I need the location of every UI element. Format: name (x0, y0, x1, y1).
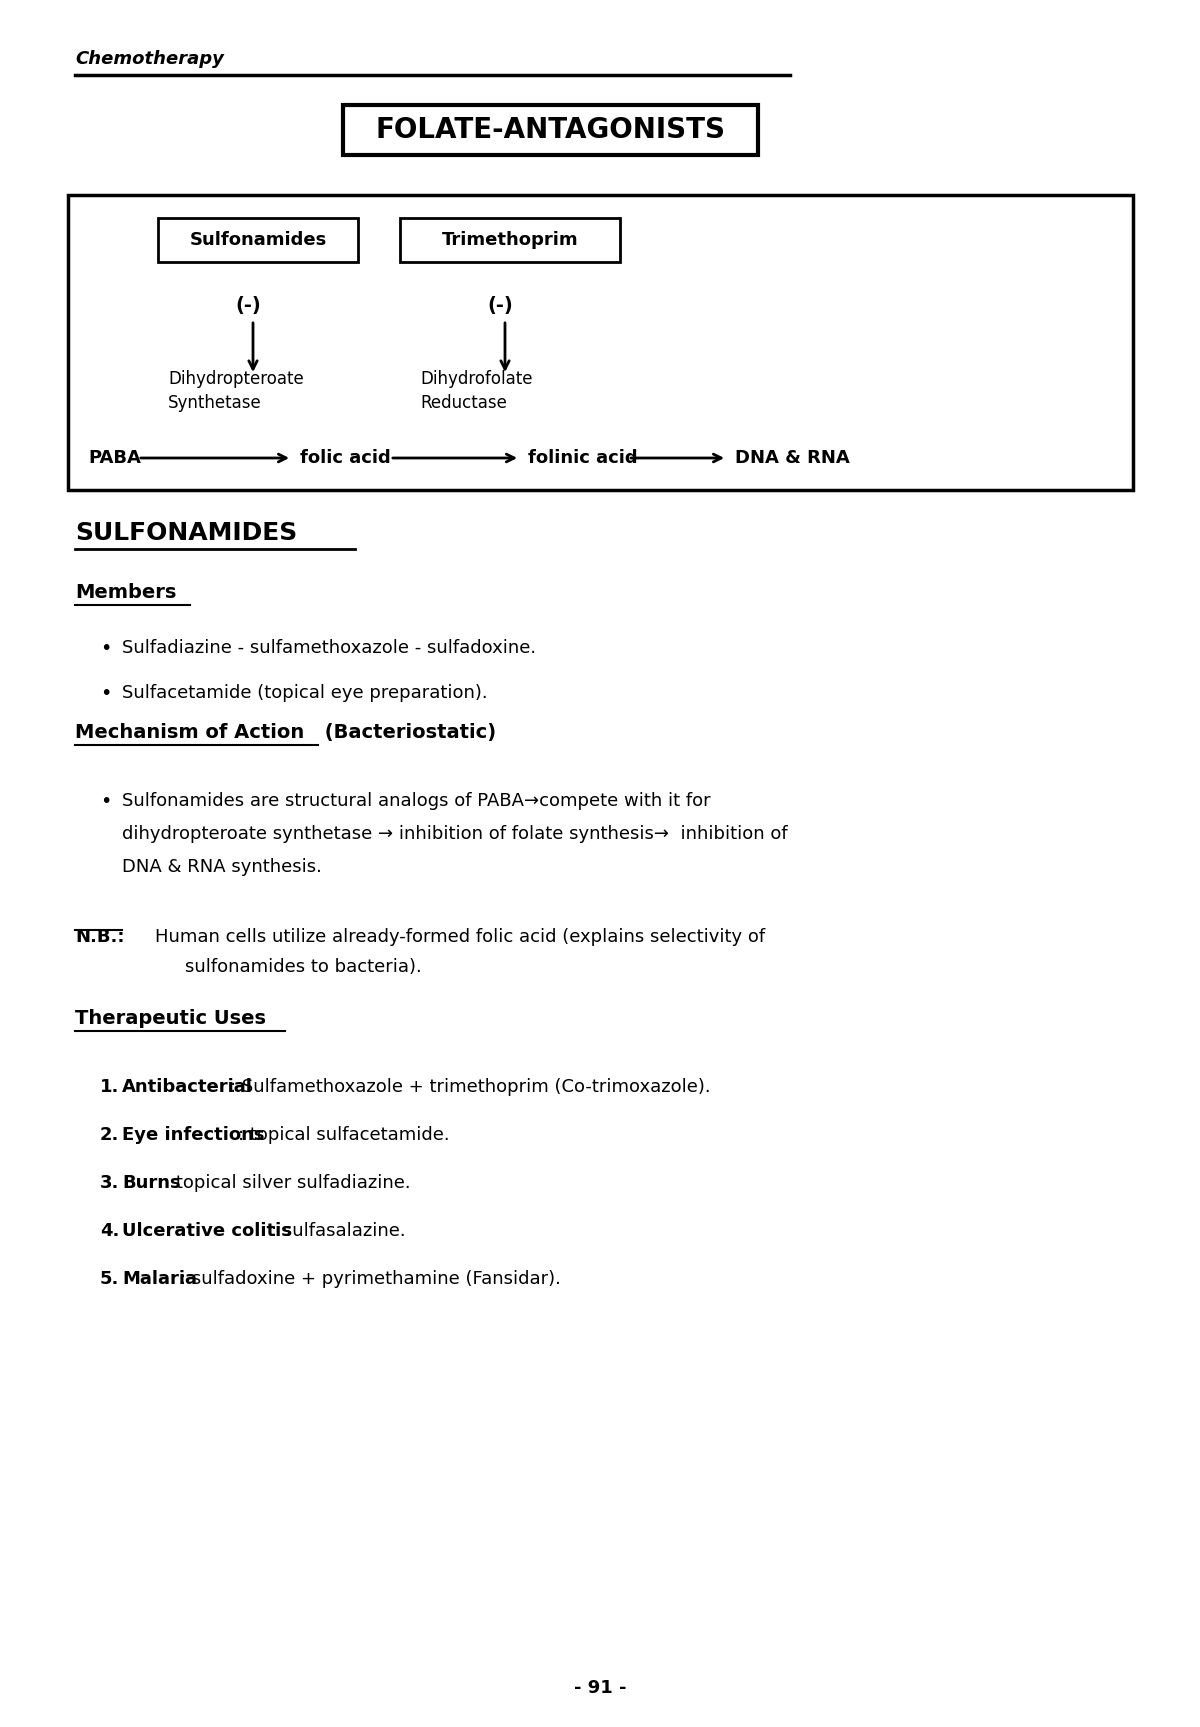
Text: •: • (100, 684, 112, 703)
Text: Dihydrofolate: Dihydrofolate (420, 370, 533, 389)
Text: Therapeutic Uses: Therapeutic Uses (74, 1009, 266, 1028)
Text: : sulfadoxine + pyrimethamine (Fansidar).: : sulfadoxine + pyrimethamine (Fansidar)… (180, 1269, 560, 1288)
Text: (Bacteriostatic): (Bacteriostatic) (318, 724, 496, 743)
Text: Sulfacetamide (topical eye preparation).: Sulfacetamide (topical eye preparation). (122, 684, 487, 701)
Text: Ulcerative colitis: Ulcerative colitis (122, 1223, 292, 1240)
Text: : topical sulfacetamide.: : topical sulfacetamide. (239, 1126, 450, 1143)
Text: •: • (100, 639, 112, 658)
Bar (158, 218, 358, 263)
Text: Members: Members (74, 584, 176, 603)
Text: PABA: PABA (88, 449, 140, 466)
Text: DNA & RNA: DNA & RNA (734, 449, 850, 466)
Text: folinic acid: folinic acid (528, 449, 637, 466)
Text: dihydropteroate synthetase → inhibition of folate synthesis→  inhibition of: dihydropteroate synthetase → inhibition … (122, 826, 787, 843)
Text: 4.: 4. (100, 1223, 119, 1240)
Text: DNA & RNA synthesis.: DNA & RNA synthesis. (122, 858, 322, 876)
Text: Chemotherapy: Chemotherapy (74, 50, 224, 67)
Bar (342, 105, 757, 155)
Text: Reductase: Reductase (420, 394, 506, 413)
Text: FOLATE-ANTAGONISTS: FOLATE-ANTAGONISTS (374, 116, 725, 143)
Text: N.B.:: N.B.: (74, 927, 125, 946)
Text: Mechanism of Action: Mechanism of Action (74, 724, 305, 743)
Text: 5.: 5. (100, 1269, 119, 1288)
Text: 1.: 1. (100, 1078, 119, 1097)
Text: : topical silver sulfadiazine.: : topical silver sulfadiazine. (163, 1174, 410, 1192)
Text: (-): (-) (235, 295, 260, 314)
Text: •: • (100, 793, 112, 812)
Text: folic acid: folic acid (300, 449, 391, 466)
Text: SULFONAMIDES: SULFONAMIDES (74, 522, 298, 546)
Text: Malaria: Malaria (122, 1269, 197, 1288)
Text: Dihydropteroate: Dihydropteroate (168, 370, 304, 389)
Bar (68, 195, 1133, 490)
Text: Sulfonamides: Sulfonamides (190, 231, 326, 249)
Text: Eye infections: Eye infections (122, 1126, 264, 1143)
Text: Antibacterial: Antibacterial (122, 1078, 253, 1097)
Text: 3.: 3. (100, 1174, 119, 1192)
Bar (400, 218, 620, 263)
Text: - 91 -: - 91 - (574, 1679, 626, 1698)
Text: (-): (-) (487, 295, 512, 314)
Text: Trimethoprim: Trimethoprim (442, 231, 578, 249)
Text: : Sulfamethoxazole + trimethoprim (Co-trimoxazole).: : Sulfamethoxazole + trimethoprim (Co-tr… (230, 1078, 710, 1097)
Text: sulfonamides to bacteria).: sulfonamides to bacteria). (185, 958, 421, 976)
Text: Synthetase: Synthetase (168, 394, 262, 413)
Text: 2.: 2. (100, 1126, 119, 1143)
Text: Burns: Burns (122, 1174, 181, 1192)
Text: : sulfasalazine.: : sulfasalazine. (271, 1223, 406, 1240)
Text: Sulfonamides are structural analogs of PABA→compete with it for: Sulfonamides are structural analogs of P… (122, 793, 710, 810)
Text: Human cells utilize already-formed folic acid (explains selectivity of: Human cells utilize already-formed folic… (155, 927, 766, 946)
Text: Sulfadiazine - sulfamethoxazole - sulfadoxine.: Sulfadiazine - sulfamethoxazole - sulfad… (122, 639, 536, 656)
